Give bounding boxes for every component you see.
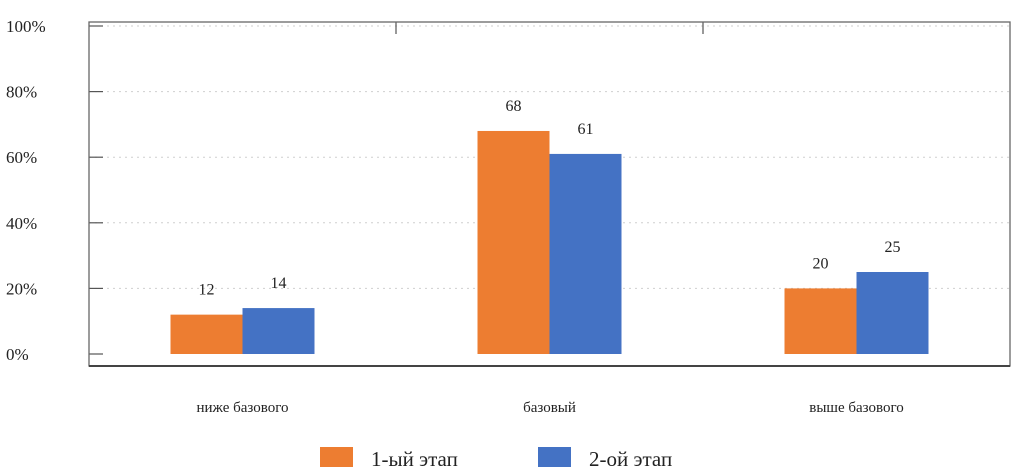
y-tick-label: 20% <box>6 279 37 298</box>
bars <box>170 130 929 354</box>
data-label: 12 <box>199 282 215 299</box>
y-tick-label: 40% <box>6 214 37 233</box>
legend: 1-ый этап 2-ой этап <box>320 447 672 467</box>
data-label: 14 <box>271 275 287 292</box>
bar-2-1 <box>242 308 315 354</box>
y-tick-label: 0% <box>6 345 29 364</box>
bar-1-2 <box>477 130 550 354</box>
x-category-label: ниже базового <box>196 400 288 416</box>
data-label: 61 <box>578 121 594 138</box>
legend-label-2: 2-ой этап <box>589 447 672 467</box>
data-label: 20 <box>813 255 829 272</box>
x-category-label: базовый <box>523 400 576 416</box>
y-tick-label: 80% <box>6 83 37 102</box>
bar-2-3 <box>856 272 929 354</box>
axes: 0% 20% 40% 60% 80% 100% ниже базового базовый вы… <box>6 17 1011 416</box>
legend-swatch-1 <box>320 447 353 467</box>
y-tick-label: 60% <box>6 148 37 167</box>
bar-2-2 <box>549 153 622 354</box>
data-labels: 12 14 68 61 20 25 <box>199 98 901 299</box>
bar-1-1 <box>170 314 243 354</box>
y-tick-label: 100% <box>6 17 46 36</box>
x-category-label: выше базового <box>809 400 904 416</box>
data-label: 25 <box>885 239 901 256</box>
legend-label-1: 1-ый этап <box>371 447 458 467</box>
bar-1-3 <box>784 288 857 354</box>
legend-swatch-2 <box>538 447 571 467</box>
data-label: 68 <box>506 98 522 115</box>
